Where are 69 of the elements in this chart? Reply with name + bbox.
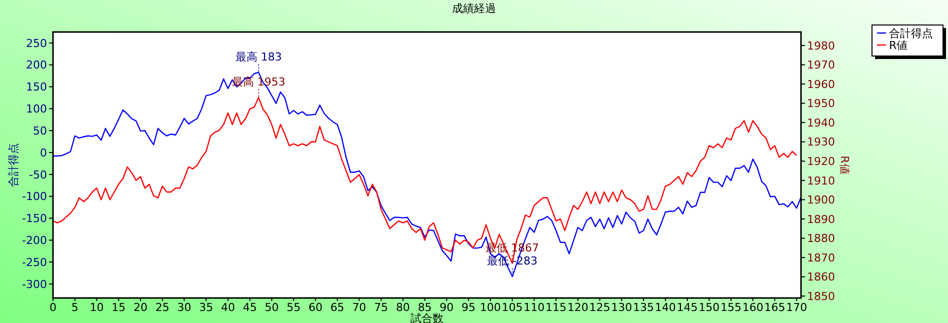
x-tick-label: 85 [418,301,432,314]
x-tick-label: 90 [440,301,454,314]
x-tick-label: 45 [242,301,257,314]
y2-axis-title: R値 [838,156,851,174]
x-tick-label: 165 [764,301,786,314]
y2-tick-label: 1940 [807,116,835,130]
y2-tick-label: 1930 [807,136,835,149]
y-tick-label: 50 [33,124,47,138]
x-tick-label: 155 [720,301,742,314]
y2-tick-label: 1870 [807,251,835,264]
x-tick-label: 170 [786,301,808,314]
legend-label: 合計得点 [889,26,933,40]
y-axis-title: 合計得点 [7,143,20,187]
x-tick-label: 80 [396,301,410,314]
x-tick-label: 75 [374,301,388,314]
line-series [52,96,798,264]
x-tick-label: 20 [133,301,148,314]
x-tick-label: 140 [654,301,676,314]
x-tick-label: 30 [177,301,192,314]
x-tick-label: 160 [742,301,764,314]
y2-tick-label: 1900 [807,194,835,207]
y-tick-label: -50 [29,168,47,182]
chart-title: 成績経過 [452,2,496,15]
x-tick-label: 110 [524,301,545,314]
y2-tick-label: 1970 [807,58,835,72]
y-tick-label: 200 [26,58,47,72]
x-tick-label: 95 [462,301,476,314]
y-tick-label: 150 [26,80,47,94]
y2-tick-label: 1920 [807,154,835,168]
x-tick-label: 15 [112,301,126,314]
x-tick-label: 5 [71,301,78,314]
y2-tick-label: 1910 [807,174,835,188]
y-tick-label: -150 [22,212,47,226]
x-tick-label: 50 [264,301,279,314]
x-tick-label: 105 [502,301,523,314]
line-series [52,72,802,278]
y-tick-label: -200 [22,234,47,248]
x-tick-label: 0 [50,301,56,314]
y2-tick-label: 1950 [807,97,835,110]
x-tick-label: 40 [220,301,235,314]
x-tick-label: 120 [567,301,588,314]
x-tick-label: 150 [698,301,720,314]
x-tick-label: 35 [199,301,214,314]
y-tick-label: -300 [22,278,47,291]
x-tick-label: 65 [330,301,344,314]
y2-tick-label: 1860 [807,270,835,284]
x-tick-label: 60 [308,301,322,314]
x-tick-label: 115 [546,301,567,314]
y-tick-label: 0 [40,146,47,160]
y-tick-label: 250 [26,36,47,50]
x-tick-label: 10 [90,301,104,314]
x-tick-label: 130 [611,301,632,314]
x-tick-label: 145 [676,301,698,314]
x-tick-label: 70 [352,301,366,314]
annotation: 最高 183 [235,50,282,64]
x-tick-label: 25 [155,301,170,314]
y2-tick-label: 1850 [807,290,835,303]
y-tick-label: 100 [26,102,47,116]
x-tick-label: 125 [589,301,610,314]
x-tick-label: 135 [633,301,654,314]
legend-label: R値 [889,38,908,52]
y2-tick-label: 1890 [807,212,835,226]
x-tick-label: 55 [286,301,301,314]
y2-tick-label: 1980 [807,39,835,52]
y-tick-label: -100 [22,190,47,204]
y-tick-label: -250 [22,256,47,269]
y2-tick-label: 1880 [807,232,835,246]
y2-tick-label: 1960 [807,78,835,91]
x-tick-label: 100 [480,301,501,314]
